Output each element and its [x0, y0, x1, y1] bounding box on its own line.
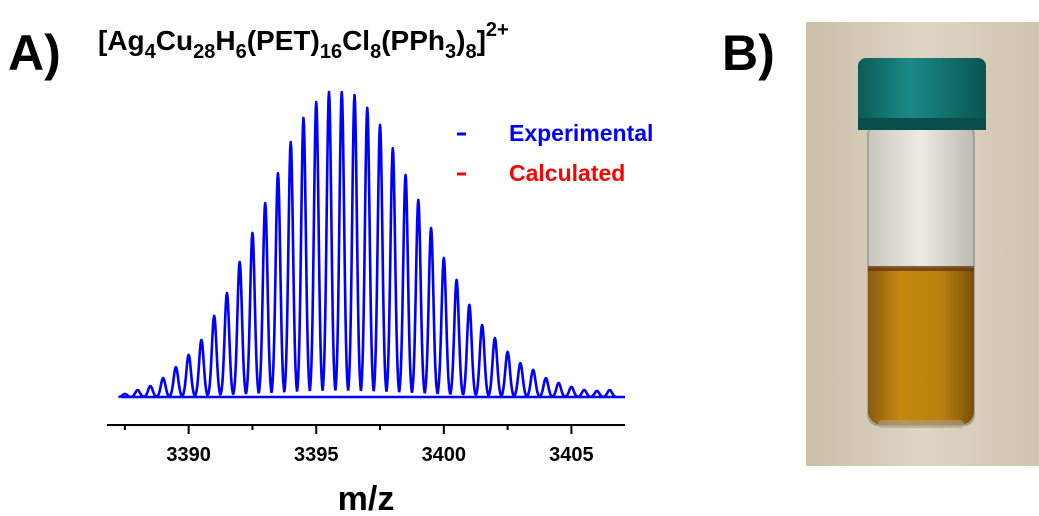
- peak: [448, 278, 465, 395]
- peak: [500, 350, 516, 397]
- peak: [487, 336, 503, 397]
- x-tick-label: 3400: [422, 444, 467, 466]
- peak: [385, 146, 401, 392]
- panel-label: A): [8, 25, 61, 81]
- peak: [564, 385, 579, 399]
- peak: [525, 368, 541, 398]
- x-tick-label: 3395: [294, 444, 339, 466]
- peak: [577, 388, 592, 399]
- peak: [308, 100, 324, 391]
- peak: [155, 376, 171, 398]
- legend-label: Calculated: [509, 160, 625, 186]
- peak: [334, 90, 350, 391]
- x-tick-label: 3405: [549, 444, 594, 466]
- peak: [602, 388, 617, 399]
- panel-label: B): [722, 25, 775, 81]
- title-part: H: [215, 25, 235, 56]
- peak: [257, 201, 273, 394]
- peak: [346, 93, 363, 391]
- peak: [589, 389, 605, 399]
- peak: [436, 256, 452, 395]
- chart-title: [Ag4Cu28H6(PET)16Cl8(PPh3)8]2+: [98, 19, 509, 63]
- peak: [130, 388, 145, 399]
- x-tick-label: 3390: [166, 444, 211, 466]
- peak: [219, 291, 235, 396]
- peak: [513, 361, 528, 398]
- peak: [372, 123, 388, 392]
- photo: [806, 22, 1039, 466]
- peak: [244, 231, 261, 394]
- title-part: 4: [145, 41, 157, 63]
- peak: [397, 173, 414, 393]
- peak: [117, 392, 133, 399]
- title-part: 8: [370, 41, 381, 63]
- peak: [206, 314, 222, 396]
- title-part: (PET): [247, 25, 320, 56]
- peak: [474, 323, 490, 396]
- peak: [270, 171, 286, 393]
- peak: [359, 106, 375, 392]
- peak: [321, 90, 337, 391]
- peak: [551, 381, 566, 398]
- peak: [232, 260, 248, 395]
- peak: [538, 376, 554, 398]
- peak: [193, 338, 209, 397]
- peak: [181, 353, 197, 397]
- legend-label: Experimental: [509, 120, 653, 146]
- title-part: 2+: [486, 19, 509, 41]
- title-part: Cl: [342, 25, 370, 56]
- title-part: 6: [236, 41, 247, 63]
- title-part: Cu: [156, 25, 193, 56]
- title-part: (PPh: [381, 25, 445, 56]
- peak: [423, 226, 439, 394]
- peak: [410, 198, 426, 394]
- title-part: 28: [193, 41, 215, 63]
- title-part: ): [456, 25, 465, 56]
- peak: [283, 140, 299, 392]
- title-part: [Ag: [98, 25, 145, 56]
- title-part: 8: [465, 41, 476, 63]
- title-part: ]: [477, 25, 486, 56]
- peak: [143, 384, 158, 398]
- title-part: 16: [320, 41, 342, 63]
- plot: 3390 3395 3400 3405 m/z Experimental Calculate…: [107, 90, 653, 516]
- x-axis-label: m/z: [338, 480, 395, 516]
- peak: [295, 116, 312, 392]
- title-part: 3: [445, 41, 456, 63]
- peak: [461, 303, 477, 396]
- peak: [168, 365, 184, 398]
